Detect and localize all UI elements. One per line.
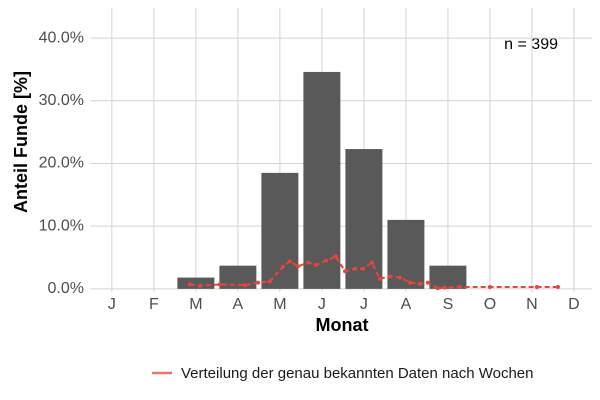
weekly-point	[408, 280, 413, 285]
y-tick-label: 0.0%	[48, 280, 84, 297]
weekly-point	[387, 274, 392, 279]
x-tick-label: A	[401, 296, 412, 313]
y-tick-label: 30.0%	[39, 92, 84, 109]
y-axis-title: Anteil Funde [%]	[11, 71, 31, 213]
x-tick-label: F	[149, 296, 159, 313]
weekly-point	[369, 260, 374, 265]
x-tick-label: J	[360, 296, 368, 313]
weekly-point	[487, 284, 492, 289]
weekly-point	[555, 284, 560, 289]
weekly-point	[306, 260, 311, 265]
weekly-point	[435, 286, 440, 291]
weekly-point	[333, 254, 338, 259]
legend-label: Verteilung der genau bekannten Daten nac…	[181, 365, 534, 382]
weekly-point	[353, 266, 358, 271]
weekly-point	[267, 279, 272, 284]
weekly-point	[295, 264, 300, 269]
x-tick-label: S	[443, 296, 454, 313]
bar	[177, 277, 215, 289]
bar	[219, 265, 257, 289]
bar	[303, 71, 341, 289]
weekly-point	[377, 276, 382, 281]
weekly-point	[198, 283, 203, 288]
weekly-point	[287, 259, 292, 264]
weekly-point	[398, 275, 403, 280]
x-tick-label: N	[526, 296, 538, 313]
x-tick-label: J	[108, 296, 116, 313]
annotation: n = 399	[504, 36, 558, 53]
weekly-point	[324, 258, 329, 263]
weekly-point	[534, 284, 539, 289]
bar	[387, 219, 425, 289]
weekly-point	[361, 266, 366, 271]
weekly-point	[442, 285, 447, 290]
x-tick-label: M	[273, 296, 286, 313]
weekly-point	[314, 263, 319, 268]
bar	[429, 265, 467, 289]
weekly-point	[280, 264, 285, 269]
weekly-point	[417, 281, 422, 286]
y-tick-label: 20.0%	[39, 155, 84, 172]
weekly-point	[256, 280, 261, 285]
weekly-point	[217, 282, 222, 287]
weekly-point	[187, 282, 192, 287]
x-tick-label: M	[189, 296, 202, 313]
weekly-point	[342, 269, 347, 274]
y-tick-label: 40.0%	[39, 29, 84, 46]
bar	[345, 149, 383, 289]
weekly-point	[458, 284, 463, 289]
x-tick-label: J	[318, 296, 326, 313]
y-tick-label: 10.0%	[39, 217, 84, 234]
bar	[261, 172, 299, 289]
weekly-point	[425, 280, 430, 285]
x-axis-title: Monat	[316, 315, 369, 335]
x-tick-label: A	[233, 296, 244, 313]
x-tick-label: D	[568, 296, 580, 313]
weekly-point	[243, 283, 248, 288]
x-tick-label: O	[484, 296, 496, 313]
